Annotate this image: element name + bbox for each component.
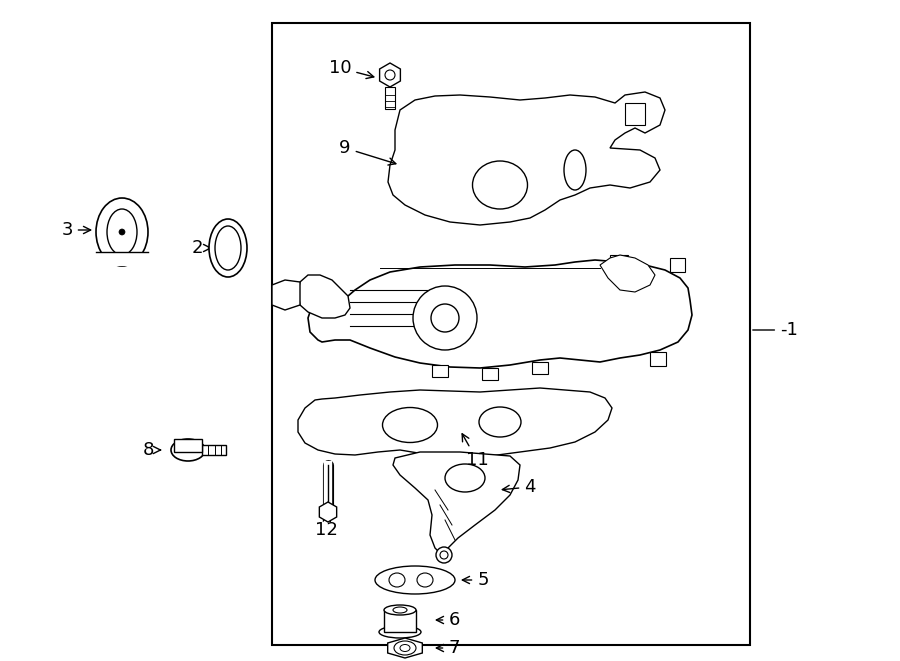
Ellipse shape [389,573,405,587]
Ellipse shape [400,644,410,652]
Ellipse shape [417,573,433,587]
Polygon shape [388,92,665,225]
Text: 9: 9 [339,139,396,165]
Circle shape [413,286,477,350]
Ellipse shape [472,161,527,209]
Polygon shape [96,252,148,266]
Circle shape [440,551,448,559]
Ellipse shape [215,226,241,270]
Ellipse shape [564,150,586,190]
Polygon shape [432,365,448,377]
Text: 12: 12 [315,514,338,539]
Polygon shape [272,280,300,310]
Text: 10: 10 [328,59,374,79]
Polygon shape [600,255,655,292]
Circle shape [385,70,395,80]
Ellipse shape [445,464,485,492]
Text: 5: 5 [463,571,489,589]
Polygon shape [174,439,202,452]
Polygon shape [380,63,400,87]
Ellipse shape [96,198,148,266]
Polygon shape [393,452,520,555]
Ellipse shape [209,219,247,277]
Text: 3: 3 [61,221,91,239]
Ellipse shape [379,626,421,638]
Ellipse shape [107,209,137,255]
Polygon shape [298,388,612,458]
Ellipse shape [393,607,407,613]
Text: 2: 2 [191,239,211,257]
Polygon shape [308,260,692,368]
Text: 6: 6 [436,611,460,629]
Polygon shape [388,638,422,658]
Bar [670,258,685,272]
Ellipse shape [171,439,205,461]
Ellipse shape [394,641,416,655]
Bar [650,352,666,366]
Ellipse shape [384,605,416,615]
Circle shape [119,229,125,235]
Text: 7: 7 [436,639,460,657]
Polygon shape [202,445,226,455]
Text: -1: -1 [752,321,798,339]
Bar [610,255,628,270]
Polygon shape [384,610,416,632]
Circle shape [431,304,459,332]
Ellipse shape [479,407,521,437]
Circle shape [436,547,452,563]
Polygon shape [625,103,645,125]
Polygon shape [482,368,498,380]
Polygon shape [298,275,350,318]
Ellipse shape [382,407,437,442]
Text: 4: 4 [502,478,536,496]
Bar [272,23,750,645]
Ellipse shape [375,566,455,594]
Polygon shape [320,502,337,522]
Polygon shape [385,87,395,109]
Text: 11: 11 [462,434,489,469]
Polygon shape [532,362,548,374]
Text: 8: 8 [142,441,160,459]
